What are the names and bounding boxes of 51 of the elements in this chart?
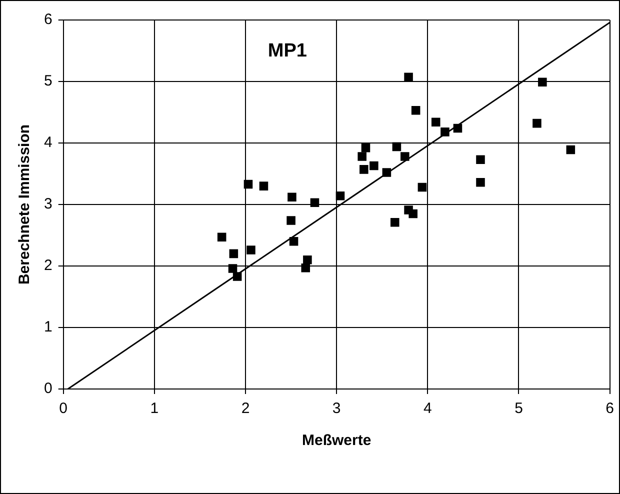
point: [246, 246, 256, 254]
point: [286, 216, 296, 225]
y-tick-label: 3: [44, 196, 52, 213]
point: [244, 180, 253, 189]
point: [476, 178, 485, 187]
point: [360, 165, 368, 174]
point: [229, 249, 238, 258]
y-tick-label: 4: [44, 134, 52, 152]
point: [358, 152, 366, 161]
point: [289, 237, 298, 246]
point: [382, 168, 392, 177]
point: [453, 124, 462, 133]
x-tick-label: 3: [332, 400, 341, 418]
point: [336, 192, 345, 200]
point: [370, 161, 378, 170]
point: [476, 155, 485, 164]
point: [228, 264, 238, 273]
point: [532, 118, 542, 128]
y-tick-label: 5: [44, 72, 52, 90]
point: [404, 72, 413, 82]
point: [440, 128, 450, 136]
point: [301, 263, 310, 272]
x-tick-label: 1: [150, 400, 159, 418]
point: [232, 272, 242, 281]
point: [217, 232, 226, 242]
x-tick-label: 5: [514, 400, 523, 418]
x-axis-title: Meßwerte: [302, 432, 372, 450]
point: [361, 144, 370, 152]
y-tick-label: 0: [44, 380, 52, 398]
point: [390, 218, 400, 227]
point: [538, 78, 547, 87]
y-tick-label: 1: [44, 318, 52, 336]
y-axis-title: Berechnete Immission: [16, 124, 34, 285]
point: [411, 106, 420, 115]
point: [303, 255, 312, 264]
y-tick-label: 6: [44, 11, 52, 28]
point: [288, 192, 296, 202]
point: [566, 145, 576, 154]
point: [408, 209, 418, 218]
x-tick-label: 0: [59, 400, 68, 418]
point: [392, 142, 402, 152]
point: [310, 198, 320, 208]
y-tick-label: 2: [44, 257, 52, 274]
text: MP1: [268, 40, 308, 62]
x-tick-label: 2: [241, 400, 250, 418]
x-tick-label: 6: [606, 400, 614, 418]
point: [418, 182, 427, 192]
point: [259, 182, 268, 190]
point: [400, 152, 410, 161]
x-tick-label: 4: [423, 400, 432, 418]
point: [431, 118, 440, 126]
